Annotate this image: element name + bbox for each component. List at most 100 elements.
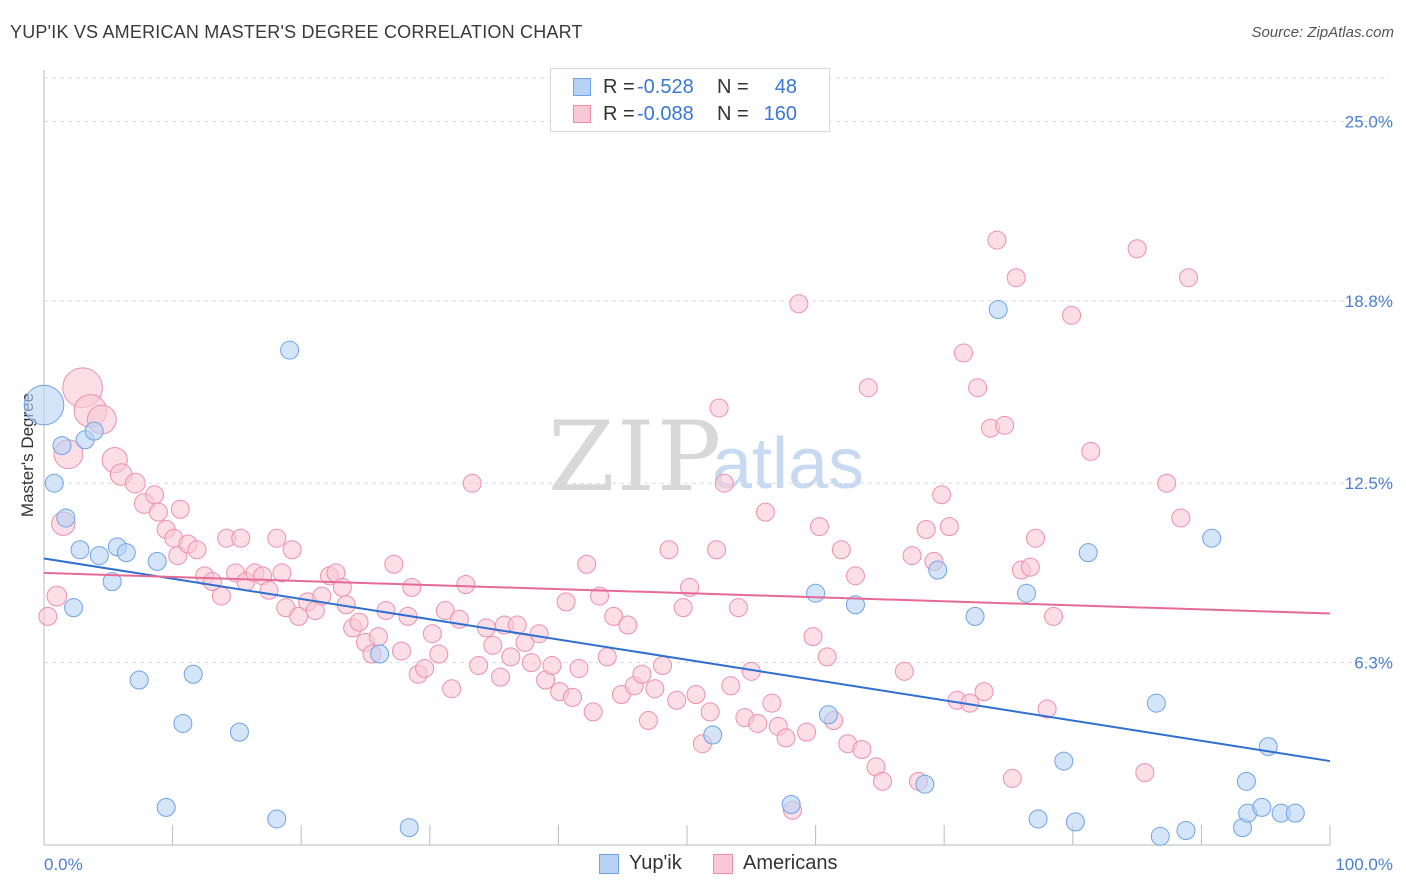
data-point xyxy=(1065,812,1085,832)
data-point xyxy=(789,294,809,314)
data-point xyxy=(462,473,482,493)
data-points xyxy=(23,230,1305,846)
data-point xyxy=(124,472,146,494)
r-label: R = xyxy=(603,102,635,125)
data-point xyxy=(673,598,693,618)
n-label: N = xyxy=(717,102,749,125)
data-point xyxy=(442,679,462,699)
data-point xyxy=(156,797,176,817)
data-point xyxy=(645,679,665,699)
data-point xyxy=(872,771,892,791)
data-point xyxy=(542,656,562,676)
data-point xyxy=(415,658,435,678)
data-point xyxy=(583,702,603,722)
n-value: 48 xyxy=(774,75,797,98)
data-point xyxy=(529,624,549,644)
data-point xyxy=(46,585,68,607)
data-point xyxy=(183,664,203,684)
data-point xyxy=(491,667,511,687)
data-point xyxy=(700,702,720,722)
stats-row-yupik: R = -0.528 N = 48 xyxy=(573,75,797,99)
n-label: N = xyxy=(717,75,749,98)
data-point xyxy=(902,546,922,566)
data-point xyxy=(1062,305,1082,325)
data-point xyxy=(845,595,865,615)
legend-item-yupik[interactable]: Yup'ik xyxy=(599,852,682,875)
data-point xyxy=(435,601,455,621)
data-point xyxy=(915,774,935,794)
data-point xyxy=(703,725,723,745)
data-point xyxy=(44,473,64,493)
data-point xyxy=(1127,239,1147,259)
data-point xyxy=(368,627,388,647)
data-point xyxy=(728,598,748,618)
data-point xyxy=(289,606,309,626)
data-point xyxy=(1179,268,1199,288)
x-tick-label: 0.0% xyxy=(44,855,83,874)
n-value: 160 xyxy=(763,102,797,125)
data-point xyxy=(762,693,782,713)
data-point xyxy=(1037,699,1057,719)
data-point xyxy=(392,641,412,661)
legend-label-americans: Americans xyxy=(743,852,838,874)
data-point xyxy=(521,653,541,673)
data-point xyxy=(1006,268,1026,288)
data-point xyxy=(618,615,638,635)
x-tick-label: 100.0% xyxy=(1335,855,1393,874)
data-point xyxy=(714,473,734,493)
data-point xyxy=(932,485,952,505)
data-point xyxy=(797,722,817,742)
data-point xyxy=(755,502,775,522)
data-point xyxy=(483,635,503,655)
data-point xyxy=(653,656,673,676)
legend-label-yupik: Yup'ik xyxy=(629,852,682,874)
chart-source: Source: ZipAtlas.com xyxy=(1251,24,1394,41)
trend-line xyxy=(43,557,1331,763)
data-point xyxy=(1176,821,1196,841)
data-point xyxy=(173,713,193,733)
data-point xyxy=(501,647,521,667)
data-point xyxy=(604,606,624,626)
data-point xyxy=(148,502,168,522)
data-point xyxy=(1044,606,1064,626)
data-point xyxy=(680,577,700,597)
data-point xyxy=(803,627,823,647)
data-point xyxy=(229,722,249,742)
americans-swatch xyxy=(573,105,591,123)
yupik-legend-swatch xyxy=(599,853,619,874)
watermark-zip: ZIP xyxy=(548,401,723,513)
data-point xyxy=(748,713,768,733)
data-point xyxy=(1146,693,1166,713)
data-point xyxy=(1054,751,1074,771)
data-point xyxy=(597,647,617,667)
data-point xyxy=(84,421,104,441)
data-point xyxy=(1285,803,1305,823)
data-point xyxy=(1028,809,1048,829)
data-point xyxy=(563,687,583,707)
data-point xyxy=(52,436,72,456)
watermark: ZIP atlas xyxy=(548,401,864,513)
data-point xyxy=(858,378,878,398)
data-point xyxy=(384,554,404,574)
data-point xyxy=(349,612,369,632)
data-point xyxy=(102,572,122,592)
data-point xyxy=(187,540,207,560)
data-point xyxy=(1002,768,1022,788)
data-point xyxy=(1078,543,1098,563)
data-point xyxy=(974,682,994,702)
data-point xyxy=(211,586,231,606)
stats-row-americans: R = -0.088 N = 160 xyxy=(573,102,797,126)
data-point xyxy=(817,647,837,667)
data-point xyxy=(709,398,729,418)
data-point xyxy=(831,540,851,560)
data-point xyxy=(916,520,936,540)
data-point xyxy=(429,644,449,664)
legend-item-americans[interactable]: Americans xyxy=(713,852,837,875)
data-point xyxy=(806,583,826,603)
data-point xyxy=(469,656,489,676)
data-point xyxy=(721,676,741,696)
data-point xyxy=(686,684,706,704)
data-point xyxy=(1171,508,1191,528)
y-tick-label: 12.5% xyxy=(1345,474,1393,493)
